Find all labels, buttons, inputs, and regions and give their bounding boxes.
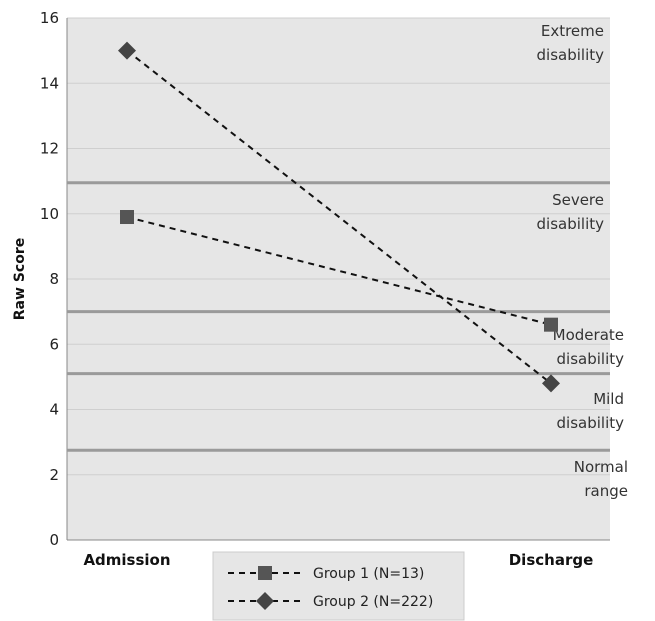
legend: Group 1 (N=13) Group 2 (N=222) (212, 551, 465, 621)
band-label-line: Severe (552, 191, 604, 209)
square-marker (544, 317, 558, 332)
band-label: Mild disability (557, 390, 625, 432)
legend-box (212, 551, 465, 621)
series-line (126, 49, 552, 385)
y-tick-label: 4 (49, 401, 59, 419)
band-label-line: disability (537, 215, 605, 233)
series-group (118, 41, 560, 393)
band-label-line: disability (557, 350, 625, 368)
y-tick-label: 16 (40, 9, 59, 27)
legend-square-marker (258, 566, 272, 580)
y-tick-label: 0 (49, 531, 59, 549)
band-label-line: Normal (574, 458, 628, 476)
y-axis-ticks: 0 2 4 6 8 10 12 14 16 (40, 9, 59, 549)
x-category-label: Discharge (509, 551, 594, 569)
legend-diamond-marker (256, 592, 274, 610)
band-label-line: Moderate (553, 326, 624, 344)
square-marker (120, 210, 134, 225)
y-tick-label: 10 (40, 205, 59, 223)
band-label-line: disability (557, 414, 625, 432)
diamond-marker (542, 374, 560, 393)
series (118, 41, 560, 393)
band-label-line: Mild (593, 390, 624, 408)
y-tick-label: 8 (49, 270, 59, 288)
band-label-line: disability (537, 46, 605, 64)
threshold-lines (67, 181, 610, 452)
series-group (120, 210, 558, 332)
series-line (126, 216, 552, 326)
y-tick-label: 14 (40, 74, 59, 92)
legend-label: Group 1 (N=13) (313, 566, 424, 582)
y-axis-label: Raw Score (12, 238, 28, 320)
gridlines (66, 17, 610, 541)
legend-label: Group 2 (N=222) (313, 594, 433, 610)
band-label: Extreme disability (537, 22, 605, 64)
y-tick-label: 12 (40, 140, 59, 158)
x-axis-categories: Admission Discharge (83, 551, 593, 569)
band-label: Moderate disability (553, 326, 624, 368)
band-label-line: Extreme (541, 22, 604, 40)
diamond-marker (118, 41, 136, 60)
band-label: Severe disability (537, 191, 605, 233)
y-tick-label: 6 (49, 335, 59, 353)
y-tick-label: 2 (49, 466, 59, 484)
band-label: Normal range (574, 458, 628, 500)
x-category-label: Admission (83, 551, 170, 569)
band-label-line: range (584, 482, 628, 500)
